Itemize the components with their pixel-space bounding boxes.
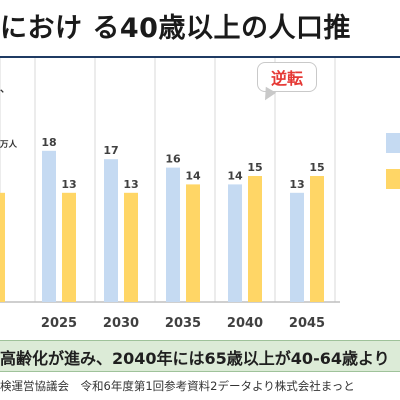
source-note: 検運営協議会 令和6年度第1回参考資料2データより株式会社まっと	[0, 379, 355, 393]
data-label-2035-s1: 14	[185, 169, 201, 182]
data-label-2045-s1: 15	[309, 161, 324, 174]
bar-2040-s0	[228, 184, 242, 302]
data-label-2025-s1: 13	[61, 178, 76, 191]
reversal-callout: 逆転	[257, 62, 317, 92]
data-label-2035-s0: 16	[165, 153, 181, 166]
bar-2025-s1	[62, 192, 76, 302]
bar-2035-s0	[166, 167, 180, 302]
tick-fragment: 、	[0, 84, 10, 95]
bar-chart: 18 13 2025 17 13 2030 16 14 2035 14 15 2040 13 15 2045	[0, 58, 340, 331]
data-label-2030-s0: 17	[103, 144, 118, 157]
x-tick-label-2040: 2040	[227, 316, 263, 331]
bar-2025-s0	[42, 150, 56, 302]
bar-2040-s1	[248, 176, 262, 302]
chart-title: におけ る40歳以上の人口推	[0, 13, 351, 44]
data-label-2040-s1: 15	[247, 161, 262, 174]
unit-label: 万人	[0, 140, 18, 150]
footer-text: 高齢化が進み、2040年には65歳以上が40-64歳より	[0, 349, 390, 368]
bar-2045-s1	[310, 176, 324, 302]
x-tick-label-2030: 2030	[103, 316, 139, 331]
legend-swatch-yellow	[386, 169, 400, 189]
bar-2045-s0	[290, 192, 304, 302]
footer-banner: 高齢化が進み、2040年には65歳以上が40-64歳より	[0, 340, 400, 372]
data-label-2045-s0: 13	[289, 178, 304, 191]
x-tick-label-2035: 2035	[165, 316, 201, 331]
data-label-2030-s1: 13	[123, 178, 138, 191]
data-label-2025-s0: 18	[41, 136, 56, 149]
x-tick-label-2045: 2045	[289, 316, 325, 331]
legend-swatch-blue	[386, 133, 400, 153]
title-bar: におけ る40歳以上の人口推	[0, 0, 400, 58]
bar-partial-left	[0, 192, 5, 302]
bar-2030-s1	[124, 192, 138, 302]
title-divider	[0, 56, 400, 58]
data-label-2040-s0: 14	[227, 169, 243, 182]
bar-2030-s0	[104, 159, 118, 302]
bar-2035-s1	[186, 184, 200, 302]
x-tick-label-2025: 2025	[41, 316, 77, 331]
